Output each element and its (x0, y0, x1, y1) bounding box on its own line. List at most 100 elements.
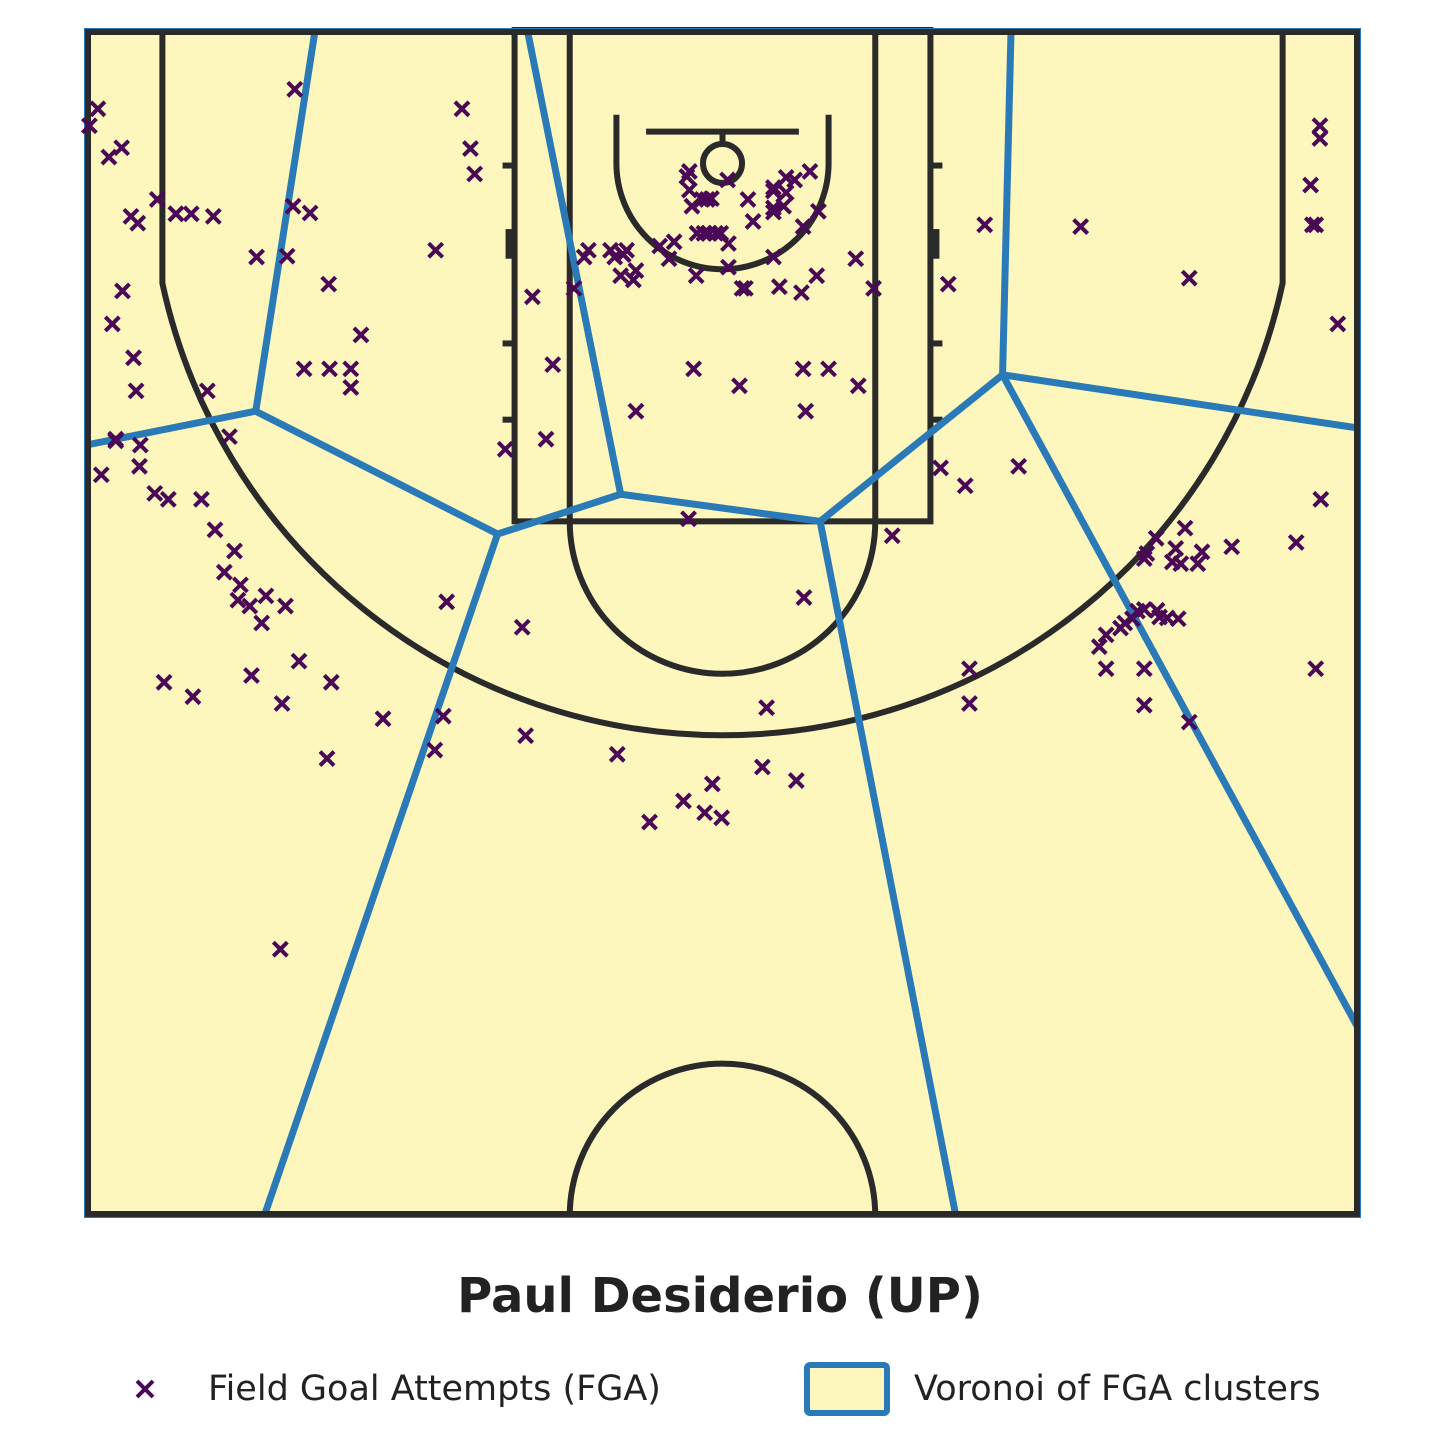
fga-point (849, 377, 867, 395)
fga-point (295, 360, 313, 378)
fga-point (1172, 555, 1190, 573)
fga-point (146, 484, 164, 502)
fga-point (320, 275, 338, 293)
fga-point (651, 237, 669, 255)
fga-point (80, 117, 98, 135)
fga-point (301, 204, 319, 222)
fga-point (342, 379, 360, 396)
fga-point (698, 191, 716, 208)
fga-point (1090, 638, 1108, 656)
fga-point (787, 772, 805, 789)
fga-point (1311, 117, 1329, 135)
fga-point (794, 360, 812, 378)
fga-point (1135, 696, 1153, 714)
fga-point (606, 248, 624, 266)
fga-point (241, 597, 259, 615)
voronoi-edge (252, 30, 319, 412)
fga-point (125, 349, 142, 367)
fga-point (1303, 216, 1321, 234)
legend-label-fga: Field Goal Attempts (FGA) (208, 1369, 661, 1409)
fga-point (462, 140, 479, 158)
fga-point (739, 191, 757, 208)
fga-point (680, 181, 698, 199)
fga-point (131, 436, 149, 454)
fga-point (1180, 713, 1198, 731)
fga-point (1169, 610, 1187, 628)
fga-point (513, 618, 531, 636)
fga-point (374, 710, 392, 728)
fga-point (1097, 626, 1115, 644)
fga-point (273, 695, 291, 712)
fga-point (961, 695, 978, 712)
fga-point (290, 652, 308, 670)
fga-point (665, 233, 683, 251)
voronoi-edge (1002, 371, 1359, 432)
fga-point (883, 527, 901, 545)
voronoi-edge (817, 372, 1005, 525)
court-background (86, 30, 1359, 1216)
fga-point (608, 745, 626, 763)
fga-point (795, 589, 813, 607)
fga-point (685, 360, 703, 378)
fga-point (794, 218, 812, 235)
fga-point (777, 184, 795, 202)
fga-point (206, 521, 224, 539)
fga-point (1138, 545, 1156, 562)
fga-point (1193, 543, 1211, 561)
fga-point (226, 542, 243, 560)
fga-point (680, 163, 698, 180)
fga-point (127, 382, 145, 400)
fga-point (182, 205, 200, 223)
fga-point (107, 430, 125, 448)
voronoi-edge (254, 408, 500, 538)
fga-point (786, 171, 804, 189)
fga-point (865, 279, 882, 297)
fga-point (976, 216, 994, 234)
legend-label-voronoi: Voronoi of FGA clusters (914, 1369, 1321, 1409)
fga-point (809, 202, 827, 220)
fga-point (537, 430, 555, 448)
court-lines (159, 27, 1286, 1217)
fga-point (1167, 540, 1185, 557)
fga-point (278, 247, 296, 265)
fga-point (932, 459, 950, 477)
fga-point (248, 248, 265, 266)
legend-entry-fga: Field Goal Attempts (FGA) (130, 1360, 661, 1418)
fga-point (215, 563, 233, 581)
fga-point (438, 593, 456, 611)
fga-point (627, 402, 645, 420)
fga-point (167, 205, 185, 223)
fga-point (1097, 660, 1115, 678)
fga-point (155, 673, 173, 691)
fga-point (703, 775, 721, 793)
fga-point (765, 203, 782, 221)
fga-point (426, 741, 444, 759)
fga-point (696, 804, 714, 822)
fga-point (765, 248, 782, 266)
fga-point (1307, 660, 1325, 678)
fga-point (159, 490, 177, 508)
fga-point (683, 197, 701, 215)
fga-point (765, 182, 782, 200)
fga-point (100, 148, 118, 166)
fga-point (1176, 519, 1194, 537)
fga-point (961, 660, 978, 678)
three-point-line (159, 30, 1286, 739)
center-circle (566, 1060, 879, 1217)
fga-point (575, 248, 593, 266)
fga-point (113, 139, 131, 157)
fga-point (1312, 490, 1330, 508)
fga-point (731, 377, 748, 395)
voronoi-edge (523, 30, 625, 495)
fga-point (204, 207, 222, 225)
fga-point (271, 940, 289, 958)
voronoi-edge (496, 490, 622, 538)
fga-point (793, 284, 810, 302)
voronoi-edge (999, 30, 1015, 375)
legend-x-marker-icon (135, 1379, 155, 1399)
fga-point (687, 267, 705, 285)
fga-point (1135, 660, 1153, 678)
fga-point (466, 165, 484, 183)
fga-point (733, 279, 751, 297)
fga-point (808, 267, 826, 285)
